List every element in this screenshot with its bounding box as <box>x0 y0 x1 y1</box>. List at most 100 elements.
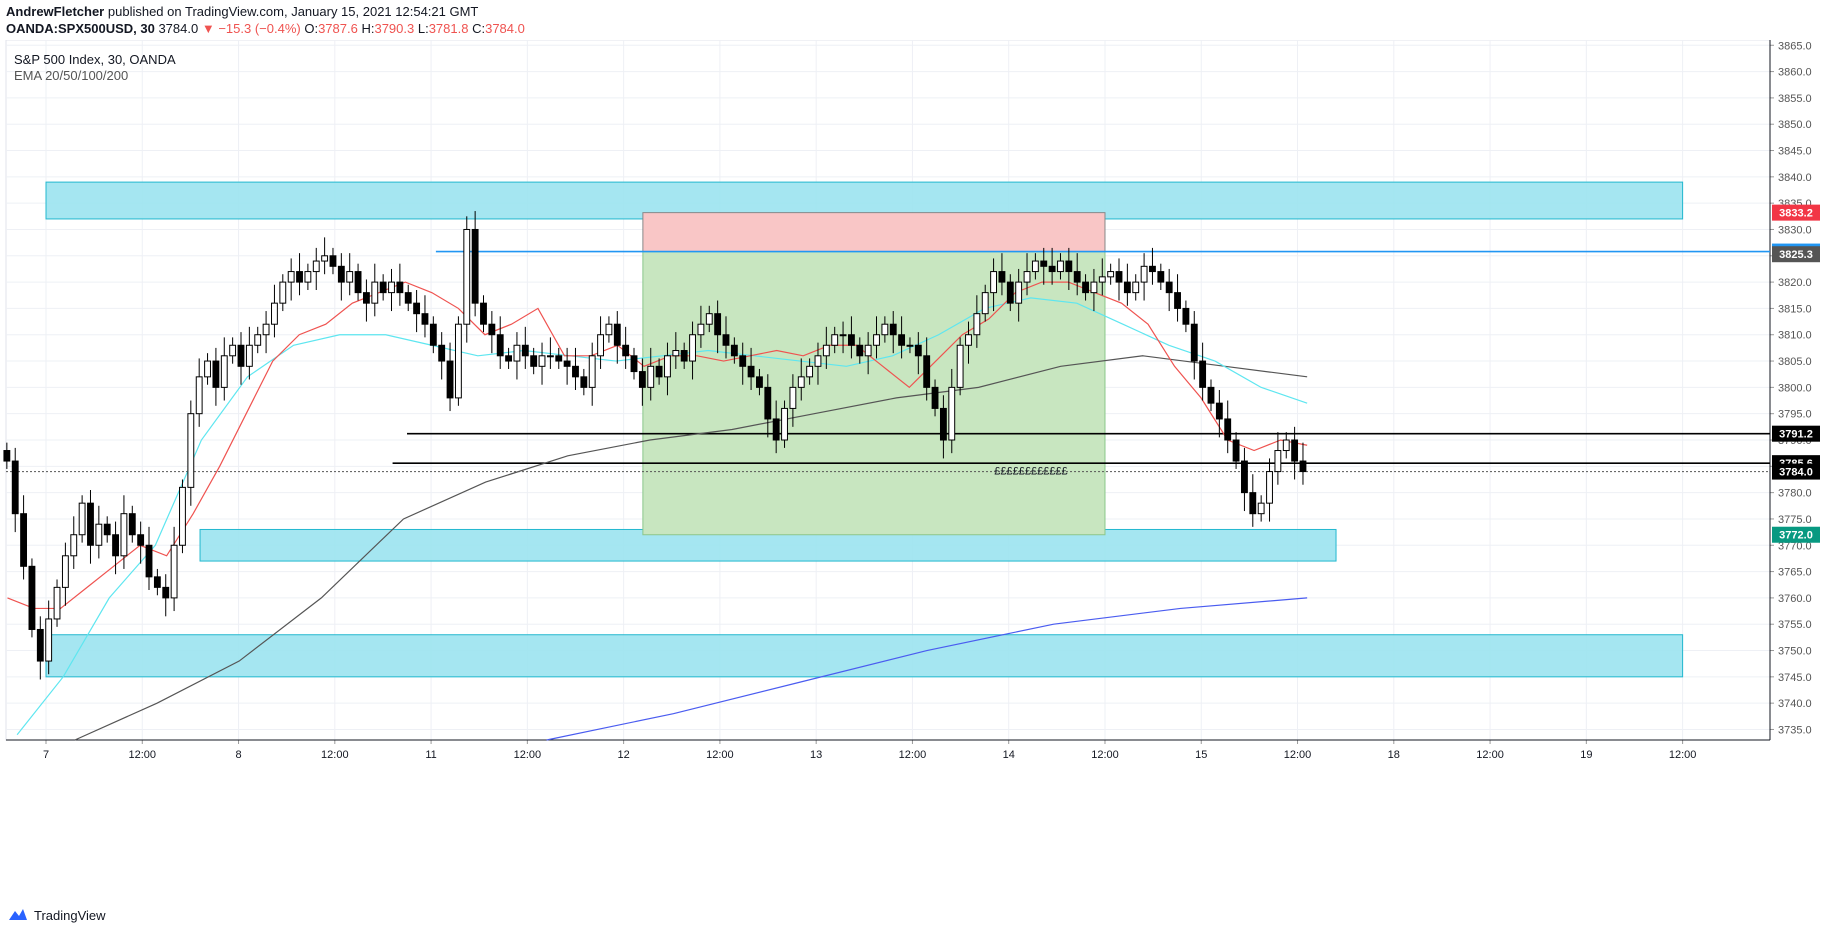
y-tick-label: 3750.0 <box>1778 646 1812 658</box>
candle-body <box>70 534 78 557</box>
candle-body <box>864 344 872 357</box>
x-tick-label: 13 <box>810 749 822 761</box>
candle-body <box>772 418 780 441</box>
candle-body <box>28 565 36 630</box>
candle-body <box>555 355 563 362</box>
support-resistance-zone <box>45 634 1684 678</box>
symbol-name[interactable]: OANDA:SPX500USD, 30 <box>6 21 155 36</box>
x-tick-label: 12:00 <box>1669 749 1697 761</box>
candle-body <box>287 271 295 283</box>
x-tick-label: 12:00 <box>1476 749 1504 761</box>
candle-body <box>1232 439 1240 462</box>
y-tick-label: 3860.0 <box>1778 67 1812 79</box>
candle-body <box>1207 386 1215 404</box>
candle-body <box>61 555 69 588</box>
candle-body <box>454 323 462 399</box>
y-tick-label: 3755.0 <box>1778 619 1812 631</box>
candle-body <box>680 350 688 362</box>
candle-body <box>1040 260 1048 267</box>
candle-body <box>873 334 880 346</box>
candle-body <box>1107 271 1115 278</box>
price-label-text: 3833.2 <box>1779 208 1813 220</box>
candle-body <box>1031 260 1039 273</box>
candle-body <box>831 334 839 346</box>
candle-body <box>179 486 186 546</box>
price-label-box <box>1772 246 1820 263</box>
high-value: 3790.3 <box>374 21 415 36</box>
candle-body <box>237 344 245 367</box>
candle-body <box>856 344 864 357</box>
candle-body <box>747 365 755 378</box>
candle-body <box>1073 271 1081 283</box>
candle-body <box>1199 360 1207 388</box>
candle-body <box>739 355 747 367</box>
candle-body <box>1065 260 1073 273</box>
candle-body <box>1082 281 1089 294</box>
candle-body <box>789 386 797 409</box>
candle-body <box>931 386 939 409</box>
candle-body <box>1174 292 1181 309</box>
candle-body <box>362 292 370 304</box>
candle-body <box>697 323 705 336</box>
candle-body <box>137 534 145 546</box>
candle-body <box>1098 276 1106 283</box>
x-tick-label: 12:00 <box>321 749 349 761</box>
candle-body <box>95 523 103 546</box>
price-chart[interactable]: 3735.0 3740.0 3745.0 3750.0 3755.0 3760.0 3765… <box>0 40 1828 890</box>
candle-body <box>103 523 111 536</box>
y-tick-label: 3745.0 <box>1778 672 1812 684</box>
footer-brand[interactable]: TradingView <box>34 908 106 923</box>
candle-body <box>379 281 387 294</box>
candle-body <box>630 355 638 373</box>
x-tick-label: 15 <box>1195 749 1207 761</box>
candle-body <box>446 360 454 399</box>
candle-body <box>321 255 329 262</box>
take-profit-area <box>642 251 1106 536</box>
candle-body <box>488 323 496 336</box>
x-tick-label: 12:00 <box>514 749 542 761</box>
candle-body <box>1090 281 1098 294</box>
candle-body <box>605 323 613 336</box>
x-tick-label: 12:00 <box>899 749 927 761</box>
low-value: 3781.8 <box>428 21 469 36</box>
candle-body <box>705 313 713 325</box>
candle-body <box>939 407 947 441</box>
candle-body <box>1115 271 1123 283</box>
candle-body <box>496 334 504 357</box>
candle-body <box>1048 265 1056 273</box>
price-change: ▼ −15.3 (−0.4%) <box>201 21 301 36</box>
indicator-label[interactable]: EMA 20/50/100/200 <box>14 68 129 83</box>
candle-body <box>965 334 972 346</box>
chart-title[interactable]: S&P 500 Index, 30, OANDA <box>14 52 176 67</box>
candle-body <box>1165 281 1173 294</box>
candle-body <box>906 344 914 347</box>
candle-body <box>530 355 538 367</box>
ema100-line <box>74 355 1308 741</box>
candle-body <box>588 355 596 388</box>
candle-body <box>388 281 395 294</box>
y-tick-label: 3830.0 <box>1778 224 1812 236</box>
x-tick-label: 11 <box>425 749 436 761</box>
candle-body <box>647 365 655 388</box>
candle-body <box>1015 281 1023 304</box>
candle-body <box>153 576 161 588</box>
x-tick-label: 19 <box>1580 749 1592 761</box>
candle-body <box>271 302 278 325</box>
candle-body <box>1006 281 1014 304</box>
candle-body <box>1190 323 1198 362</box>
x-tick-label: 14 <box>1003 749 1015 761</box>
y-tick-label: 3855.0 <box>1778 93 1812 105</box>
candle-body <box>162 586 170 599</box>
candle-body <box>572 365 579 378</box>
tradingview-logo-icon[interactable] <box>8 907 28 924</box>
candle-body <box>689 334 696 362</box>
y-tick-label: 3770.0 <box>1778 540 1812 552</box>
candle-body <box>20 513 28 567</box>
y-tick-label: 3800.0 <box>1778 382 1812 394</box>
candle-body <box>262 323 270 336</box>
candle-body <box>1274 450 1282 473</box>
candle-body <box>1149 265 1156 273</box>
candle-body <box>814 355 822 367</box>
author-name[interactable]: AndrewFletcher <box>6 4 105 19</box>
candle-body <box>45 618 53 662</box>
